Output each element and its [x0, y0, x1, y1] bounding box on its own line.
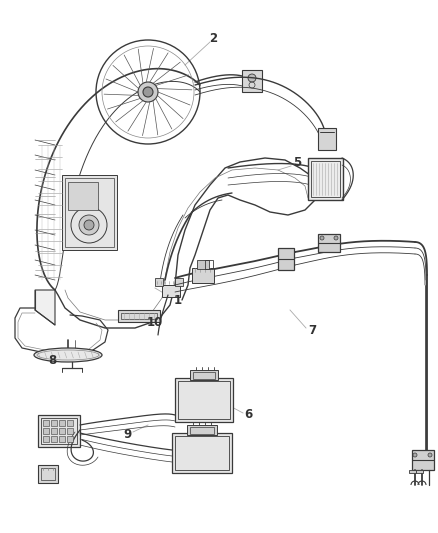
Bar — [175, 436, 229, 470]
Text: 9: 9 — [124, 429, 132, 441]
Text: 5: 5 — [293, 157, 301, 169]
Bar — [43, 428, 49, 434]
Bar — [67, 436, 73, 442]
Bar — [311, 161, 340, 197]
Bar — [38, 465, 58, 483]
Bar — [412, 450, 434, 470]
Bar — [41, 468, 55, 480]
Bar — [318, 234, 340, 252]
Bar — [193, 372, 215, 379]
Text: 1: 1 — [174, 294, 182, 306]
Bar — [155, 278, 163, 286]
Text: 10: 10 — [147, 316, 163, 328]
Bar — [192, 268, 214, 283]
Bar — [175, 378, 233, 422]
Bar — [187, 425, 217, 435]
Text: 6: 6 — [244, 408, 252, 422]
Bar — [51, 436, 57, 442]
Bar — [178, 381, 230, 419]
Bar — [197, 260, 209, 269]
Circle shape — [334, 236, 338, 240]
Bar — [409, 470, 416, 473]
Text: 2: 2 — [209, 31, 217, 44]
Bar — [190, 427, 214, 434]
Bar — [67, 420, 73, 426]
Bar — [65, 178, 114, 247]
Bar — [162, 285, 180, 297]
Bar — [51, 420, 57, 426]
Text: 7: 7 — [308, 324, 316, 336]
Bar — [59, 420, 65, 426]
Bar — [175, 278, 183, 286]
Bar — [68, 182, 98, 210]
Circle shape — [413, 453, 417, 457]
Bar — [59, 436, 65, 442]
Bar — [172, 433, 232, 473]
Bar — [205, 260, 213, 269]
Bar — [38, 415, 80, 447]
Bar — [43, 420, 49, 426]
Ellipse shape — [34, 348, 102, 362]
Bar — [278, 248, 294, 270]
Bar — [190, 370, 218, 380]
Circle shape — [428, 453, 432, 457]
Bar — [62, 175, 117, 250]
Circle shape — [248, 74, 256, 82]
Bar — [41, 418, 77, 444]
Polygon shape — [35, 290, 55, 325]
Bar — [121, 313, 157, 319]
Bar — [416, 470, 423, 473]
Bar — [59, 428, 65, 434]
Circle shape — [320, 236, 324, 240]
Circle shape — [84, 220, 94, 230]
Bar — [308, 158, 343, 200]
Bar — [118, 310, 160, 322]
Bar — [67, 428, 73, 434]
Text: 8: 8 — [48, 353, 56, 367]
Bar — [51, 428, 57, 434]
Circle shape — [79, 215, 99, 235]
Bar — [242, 70, 262, 92]
Bar — [43, 436, 49, 442]
Circle shape — [143, 87, 153, 97]
Circle shape — [138, 82, 158, 102]
Bar — [318, 128, 336, 150]
